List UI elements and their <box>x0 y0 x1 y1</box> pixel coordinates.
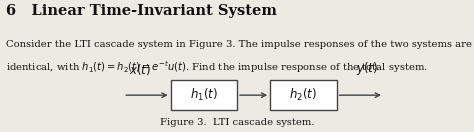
Text: Consider the LTI cascade system in Figure 3. The impulse responses of the two sy: Consider the LTI cascade system in Figur… <box>6 40 472 49</box>
Text: $y(t)$: $y(t)$ <box>356 60 378 77</box>
Text: $h_1(t)$: $h_1(t)$ <box>190 87 218 103</box>
Text: $x(t)$: $x(t)$ <box>129 62 151 77</box>
Text: $h_2(t)$: $h_2(t)$ <box>290 87 317 103</box>
Text: Figure 3.  LTI cascade system.: Figure 3. LTI cascade system. <box>160 118 314 127</box>
Bar <box>171 80 237 110</box>
Text: identical, with $h_1(t) = h_2(t) = e^{-t}u(t)$. Find the impulse response of the: identical, with $h_1(t) = h_2(t) = e^{-t… <box>6 59 428 75</box>
Bar <box>270 80 337 110</box>
Text: 6   Linear Time-Invariant System: 6 Linear Time-Invariant System <box>6 4 277 18</box>
